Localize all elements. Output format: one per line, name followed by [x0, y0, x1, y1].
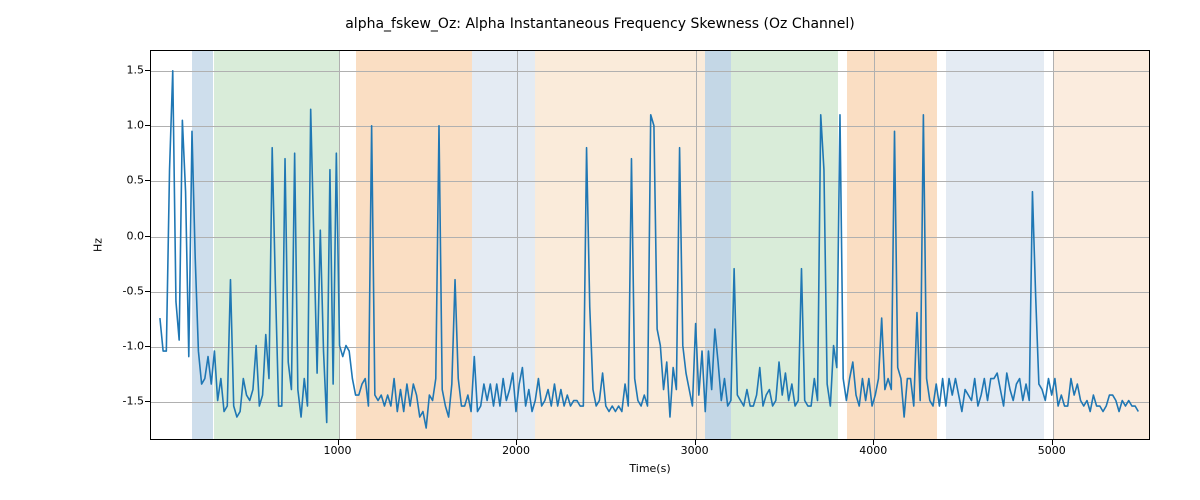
ytick-label: -0.5 — [44, 284, 144, 297]
ytick-label: 0.0 — [44, 229, 144, 242]
figure: alpha_fskew_Oz: Alpha Instantaneous Freq… — [0, 0, 1200, 500]
xtick-label: 4000 — [859, 444, 887, 457]
ytick-mark — [145, 180, 150, 181]
ytick-label: 1.5 — [44, 63, 144, 76]
xtick-mark — [516, 440, 517, 445]
xtick-label: 5000 — [1038, 444, 1066, 457]
data-line — [160, 71, 1138, 428]
xtick-mark — [695, 440, 696, 445]
ytick-label: -1.5 — [44, 395, 144, 408]
ytick-label: -1.0 — [44, 340, 144, 353]
ytick-mark — [145, 401, 150, 402]
ytick-mark — [145, 236, 150, 237]
xtick-label: 2000 — [502, 444, 530, 457]
line-layer — [151, 51, 1149, 439]
plot-area — [150, 50, 1150, 440]
xtick-mark — [338, 440, 339, 445]
ytick-label: 1.0 — [44, 119, 144, 132]
chart-title: alpha_fskew_Oz: Alpha Instantaneous Freq… — [0, 16, 1200, 32]
xtick-mark — [1052, 440, 1053, 445]
ytick-label: 0.5 — [44, 174, 144, 187]
ytick-mark — [145, 291, 150, 292]
ytick-mark — [145, 70, 150, 71]
xtick-label: 1000 — [324, 444, 352, 457]
xtick-label: 3000 — [681, 444, 709, 457]
xtick-mark — [873, 440, 874, 445]
x-axis-label: Time(s) — [629, 462, 670, 475]
ytick-mark — [145, 125, 150, 126]
ytick-mark — [145, 346, 150, 347]
